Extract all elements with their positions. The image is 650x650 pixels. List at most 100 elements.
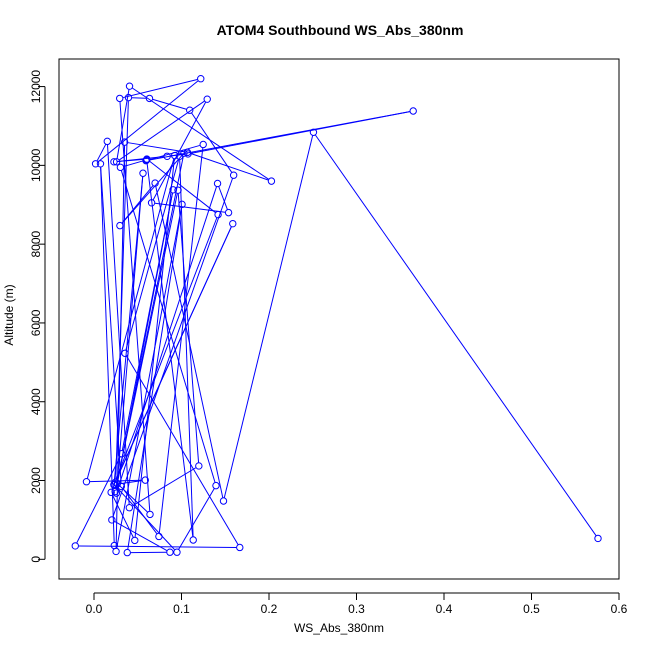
data-point <box>91 160 100 168</box>
data-point <box>199 140 207 149</box>
data-point <box>178 200 186 209</box>
data-point <box>169 186 177 194</box>
data-point <box>110 541 119 550</box>
data-point <box>125 503 134 512</box>
series-segment <box>76 456 121 544</box>
data-point <box>112 547 120 556</box>
y-tick-label: 10000 <box>29 148 43 182</box>
x-tick-label: 0.1 <box>173 602 190 616</box>
data-point <box>189 536 197 544</box>
series-segment <box>116 176 144 490</box>
data-point <box>229 219 237 228</box>
data-point <box>186 106 194 114</box>
data-point <box>123 548 131 557</box>
y-axis: 0 2000 4000 6000 8000 10000 12000 <box>29 70 46 563</box>
y-tick-label: 6000 <box>29 309 43 336</box>
data-point <box>113 480 121 488</box>
data-point <box>143 155 151 163</box>
y-axis-label: Altitude (m) <box>2 284 16 345</box>
series-segment <box>127 142 185 153</box>
data-point <box>120 138 129 146</box>
data-point <box>212 481 220 490</box>
series-segment <box>119 100 205 161</box>
data-point <box>117 450 126 458</box>
data-point <box>116 221 124 230</box>
data-point <box>112 158 121 166</box>
series-segment <box>123 79 198 99</box>
plot-frame <box>58 58 620 580</box>
series-segment <box>114 521 168 551</box>
series-segment <box>158 147 204 534</box>
data-point <box>141 476 149 484</box>
y-tick-label: 0 <box>29 556 43 563</box>
data-point <box>116 94 124 103</box>
series-segment <box>149 111 410 161</box>
series-segment <box>121 155 183 224</box>
series-segment <box>100 167 115 543</box>
series-segment <box>223 135 314 498</box>
data-point <box>145 94 154 103</box>
data-point <box>111 487 119 496</box>
data-point <box>110 158 118 166</box>
y-tick-label: 4000 <box>29 388 43 415</box>
series-segment <box>152 98 187 110</box>
data-point <box>112 489 121 497</box>
y-tick-label: 2000 <box>29 467 43 494</box>
x-axis: 0.0 0.1 0.2 0.3 0.4 0.5 0.6 <box>86 592 628 616</box>
data-point <box>155 532 163 541</box>
data-point <box>163 152 171 161</box>
series-segment <box>113 176 144 482</box>
series-segment <box>120 480 142 485</box>
y-tick-label: 8000 <box>29 230 43 257</box>
data-point <box>121 349 129 357</box>
data-point <box>175 152 184 161</box>
series-segment <box>111 217 218 490</box>
series-segment <box>191 112 233 173</box>
data-point <box>174 186 182 194</box>
series-segment <box>126 356 239 545</box>
x-tick-label: 0.5 <box>523 602 540 616</box>
series-segment <box>123 160 144 167</box>
data-point <box>203 95 211 103</box>
x-tick-label: 0.2 <box>261 602 278 616</box>
series-lines <box>76 79 597 554</box>
series-segment <box>149 160 216 213</box>
data-point <box>173 548 181 556</box>
series-segment <box>96 144 107 161</box>
data-point <box>184 150 192 158</box>
series-segment <box>132 87 269 180</box>
data-point <box>82 477 91 486</box>
series-segment <box>114 226 232 482</box>
series-segment <box>117 193 173 481</box>
x-tick-label: 0.3 <box>348 602 365 616</box>
data-point <box>139 169 147 177</box>
series-segment <box>107 144 130 505</box>
data-point <box>219 497 228 505</box>
data-point <box>267 177 276 185</box>
data-point <box>195 462 203 470</box>
data-point <box>117 482 126 491</box>
series-segment <box>315 134 597 536</box>
y-tick-label: 12000 <box>29 70 43 104</box>
data-point <box>170 151 179 160</box>
series-segment <box>78 545 237 548</box>
data-point <box>71 542 79 550</box>
data-point <box>236 543 244 552</box>
chart-title: ATOM4 Southbound WS_Abs_380nm <box>217 22 464 38</box>
data-point <box>131 536 139 545</box>
series-segment <box>97 80 199 162</box>
data-point <box>146 510 154 519</box>
data-point <box>229 171 238 179</box>
data-point <box>125 82 134 90</box>
x-axis-label: WS_Abs_380nm <box>294 621 384 635</box>
series-segment <box>112 495 134 538</box>
series-segment <box>178 488 215 550</box>
series-segment <box>123 488 158 534</box>
series-segment <box>86 158 175 479</box>
data-point <box>594 534 602 543</box>
data-point <box>213 179 222 188</box>
series-segment <box>120 170 216 483</box>
data-point <box>96 160 105 168</box>
